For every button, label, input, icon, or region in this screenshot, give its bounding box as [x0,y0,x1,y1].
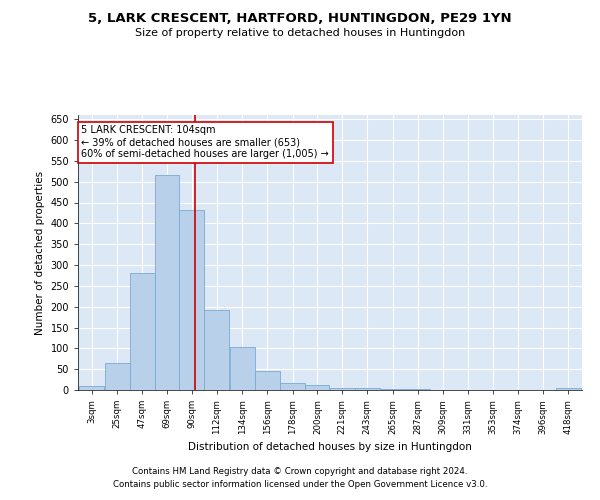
X-axis label: Distribution of detached houses by size in Huntingdon: Distribution of detached houses by size … [188,442,472,452]
Bar [255,371,280,390]
Bar [155,176,179,390]
Bar [380,389,405,390]
Text: Contains HM Land Registry data © Crown copyright and database right 2024.: Contains HM Land Registry data © Crown c… [132,467,468,476]
Bar [280,383,305,390]
Bar [556,388,581,390]
Text: Contains public sector information licensed under the Open Government Licence v3: Contains public sector information licen… [113,480,487,489]
Bar [329,388,355,390]
Bar [305,386,329,390]
Y-axis label: Number of detached properties: Number of detached properties [35,170,45,334]
Text: 5 LARK CRESCENT: 104sqm
← 39% of detached houses are smaller (653)
60% of semi-d: 5 LARK CRESCENT: 104sqm ← 39% of detache… [82,126,329,158]
Text: 5, LARK CRESCENT, HARTFORD, HUNTINGDON, PE29 1YN: 5, LARK CRESCENT, HARTFORD, HUNTINGDON, … [88,12,512,26]
Bar [205,310,229,390]
Bar [104,363,130,390]
Bar [355,388,380,390]
Bar [130,272,155,390]
Bar [230,347,254,390]
Bar [79,386,104,390]
Bar [179,210,204,390]
Text: Size of property relative to detached houses in Huntingdon: Size of property relative to detached ho… [135,28,465,38]
Bar [406,389,430,390]
